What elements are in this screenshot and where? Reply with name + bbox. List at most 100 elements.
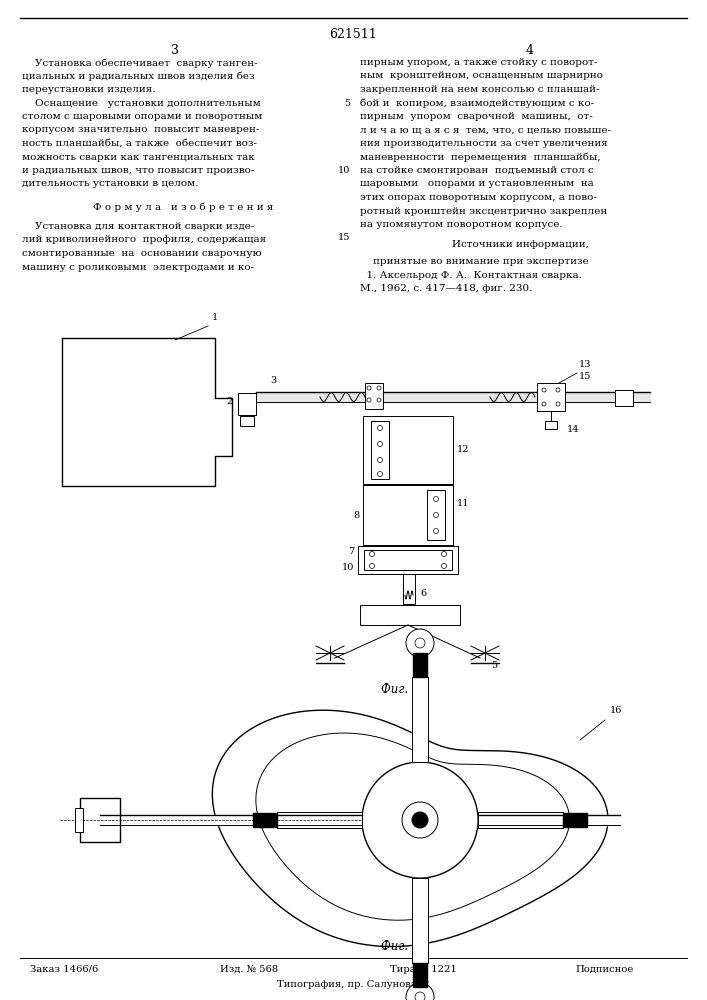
- Text: столом с шаровыми опорами и поворотным: столом с шаровыми опорами и поворотным: [22, 112, 262, 121]
- Text: Установка обеспечивает  сварку танген-: Установка обеспечивает сварку танген-: [22, 58, 257, 68]
- Text: машину с роликовыми  электродами и ко-: машину с роликовыми электродами и ко-: [22, 262, 254, 271]
- Text: 621511: 621511: [329, 28, 377, 41]
- Text: ротный кронштейн эксцентрично закреплен: ротный кронштейн эксцентрично закреплен: [360, 207, 607, 216]
- Text: и радиальных швов, что повысит произво-: и радиальных швов, что повысит произво-: [22, 166, 255, 175]
- Circle shape: [556, 402, 560, 406]
- Circle shape: [377, 398, 381, 402]
- Text: 4: 4: [526, 44, 534, 57]
- Text: пирным упором, а также стойку с поворот-: пирным упором, а также стойку с поворот-: [360, 58, 597, 67]
- Text: Фиг. 2: Фиг. 2: [381, 940, 419, 953]
- Circle shape: [406, 629, 434, 657]
- Bar: [365, 383, 383, 409]
- Circle shape: [402, 802, 438, 838]
- Polygon shape: [212, 710, 608, 947]
- Bar: [545, 421, 557, 429]
- Polygon shape: [413, 963, 427, 987]
- Circle shape: [370, 564, 375, 568]
- Text: дительность установки в целом.: дительность установки в целом.: [22, 180, 199, 188]
- Text: пирным  упором  сварочной  машины,  от-: пирным упором сварочной машины, от-: [360, 112, 592, 121]
- Text: маневренности  перемещения  планшайбы,: маневренности перемещения планшайбы,: [360, 152, 601, 162]
- Circle shape: [412, 812, 428, 828]
- Text: переустановки изделия.: переустановки изделия.: [22, 85, 156, 94]
- Text: принятые во внимание при экспертизе: принятые во внимание при экспертизе: [360, 257, 589, 266]
- Polygon shape: [253, 813, 277, 827]
- Text: 4: 4: [420, 644, 426, 652]
- Text: циальных и радиальных швов изделия без: циальных и радиальных швов изделия без: [22, 72, 255, 81]
- Text: на стойке смонтирован  подъемный стол с: на стойке смонтирован подъемный стол с: [360, 166, 594, 175]
- Bar: [358, 546, 458, 574]
- Bar: [427, 490, 445, 540]
- Text: Фиг. 1: Фиг. 1: [381, 683, 419, 696]
- Text: лий криволинейного  профиля, содержащая: лий криволинейного профиля, содержащая: [22, 235, 266, 244]
- Bar: [240, 416, 254, 426]
- Text: на упомянутом поворотном корпусе.: на упомянутом поворотном корпусе.: [360, 220, 563, 229]
- Text: 14: 14: [567, 425, 580, 434]
- Polygon shape: [412, 677, 428, 762]
- Text: 12: 12: [457, 446, 469, 454]
- Text: Ф о р м у л а   и з о б р е т е н и я: Ф о р м у л а и з о б р е т е н и я: [93, 203, 273, 213]
- Text: 3: 3: [270, 376, 276, 385]
- Text: 5: 5: [491, 660, 497, 670]
- Text: 1. Аксельрод Ф. А.  Контактная сварка.: 1. Аксельрод Ф. А. Контактная сварка.: [360, 270, 582, 279]
- Bar: [537, 383, 565, 411]
- Polygon shape: [478, 815, 620, 825]
- Text: Подписное: Подписное: [575, 965, 633, 974]
- Text: 10: 10: [341, 564, 354, 572]
- Text: Оснащение   установки дополнительным: Оснащение установки дополнительным: [22, 99, 261, 107]
- Circle shape: [377, 386, 381, 390]
- Circle shape: [378, 472, 382, 477]
- Polygon shape: [100, 815, 362, 825]
- Text: 16: 16: [610, 706, 622, 715]
- Text: ность планшайбы, а также  обеспечит воз-: ность планшайбы, а также обеспечит воз-: [22, 139, 257, 148]
- Text: 8: 8: [353, 510, 359, 520]
- Circle shape: [433, 512, 438, 518]
- Polygon shape: [256, 392, 650, 402]
- Circle shape: [370, 552, 375, 556]
- Text: можность сварки как тангенциальных так: можность сварки как тангенциальных так: [22, 152, 255, 161]
- Text: ния производительности за счет увеличения: ния производительности за счет увеличени…: [360, 139, 608, 148]
- Polygon shape: [277, 812, 362, 828]
- Circle shape: [433, 528, 438, 534]
- Text: 3: 3: [171, 44, 179, 57]
- Circle shape: [415, 638, 425, 648]
- Polygon shape: [256, 733, 570, 920]
- Polygon shape: [478, 812, 563, 828]
- Circle shape: [367, 398, 371, 402]
- Text: Тираж  1221: Тираж 1221: [390, 965, 457, 974]
- Circle shape: [362, 762, 478, 878]
- Polygon shape: [62, 338, 232, 486]
- Text: корпусом значительно  повысит маневрен-: корпусом значительно повысит маневрен-: [22, 125, 259, 134]
- Text: Установка для контактной сварки изде-: Установка для контактной сварки изде-: [22, 222, 255, 231]
- Bar: [363, 485, 453, 545]
- Circle shape: [542, 388, 546, 392]
- Bar: [364, 550, 452, 570]
- Circle shape: [378, 426, 382, 430]
- Circle shape: [441, 564, 447, 568]
- Text: бой и  копиром, взаимодействующим с ко-: бой и копиром, взаимодействующим с ко-: [360, 99, 594, 108]
- Polygon shape: [412, 878, 428, 963]
- Circle shape: [378, 442, 382, 446]
- Circle shape: [441, 552, 447, 556]
- Text: 2: 2: [227, 397, 233, 406]
- Text: 10: 10: [338, 166, 350, 175]
- Polygon shape: [413, 653, 427, 677]
- Text: Источники информации,: Источники информации,: [452, 240, 588, 249]
- Text: 5: 5: [344, 99, 350, 107]
- Text: этих опорах поворотным корпусом, а пово-: этих опорах поворотным корпусом, а пово-: [360, 193, 597, 202]
- Circle shape: [367, 386, 371, 390]
- Text: закрепленной на нем консолью с планшай-: закрепленной на нем консолью с планшай-: [360, 85, 600, 94]
- Text: Заказ 1466/6: Заказ 1466/6: [30, 965, 98, 974]
- Circle shape: [556, 388, 560, 392]
- Bar: [360, 605, 460, 625]
- Text: 1: 1: [212, 313, 218, 322]
- Text: шаровыми   опорами и установленным  на: шаровыми опорами и установленным на: [360, 180, 594, 188]
- Text: смонтированные  на  основании сварочную: смонтированные на основании сварочную: [22, 249, 262, 258]
- Bar: [371, 421, 389, 479]
- Circle shape: [415, 992, 425, 1000]
- Text: Изд. № 568: Изд. № 568: [220, 965, 279, 974]
- Circle shape: [378, 458, 382, 462]
- Text: 7: 7: [348, 548, 354, 556]
- Circle shape: [433, 496, 438, 502]
- Polygon shape: [563, 813, 587, 827]
- Bar: [363, 416, 453, 484]
